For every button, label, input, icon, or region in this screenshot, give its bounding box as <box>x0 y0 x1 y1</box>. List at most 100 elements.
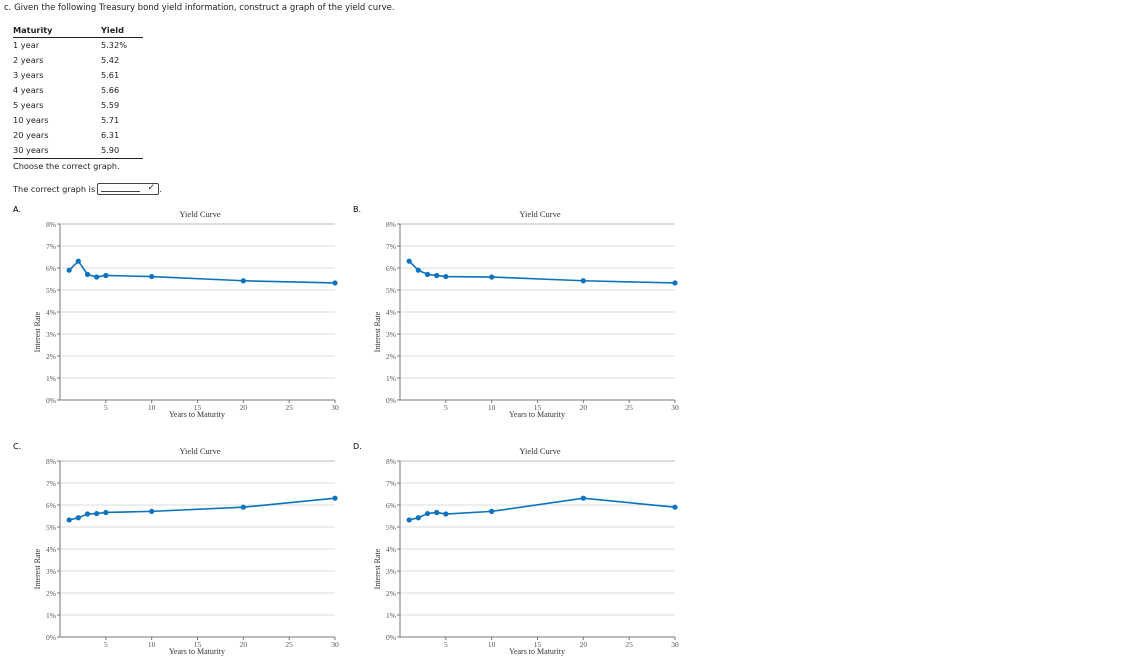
answer-prefix: The correct graph is <box>13 184 96 194</box>
y-tick-label: 5% <box>46 286 56 295</box>
y-tick-label: 8% <box>46 220 56 229</box>
maturity-cell: 20 years <box>13 130 49 140</box>
yield-cell: 6.31 <box>101 130 120 140</box>
table-row: 20 years 6.31 <box>13 128 143 143</box>
y-tick-label: 2% <box>46 352 56 361</box>
x-axis-label: Years to Maturity <box>509 647 565 656</box>
yield-cell: 5.66 <box>101 85 120 95</box>
data-point <box>332 495 338 501</box>
data-point <box>75 258 81 264</box>
y-axis-label: Interest Rate <box>373 548 382 589</box>
data-point <box>406 517 412 523</box>
y-tick-label: 0% <box>46 396 56 405</box>
maturity-cell: 4 years <box>13 85 44 95</box>
x-tick-label: 25 <box>625 640 633 649</box>
chart-title: Yield Curve <box>179 209 221 219</box>
chart-option-a: A. Yield Curve 0% 1% 2% 3% 4% 5% 6% 7% 8% 5 10 15 20 25… <box>0 200 345 422</box>
y-tick-label: 5% <box>386 523 396 532</box>
data-point <box>94 510 100 517</box>
data-point <box>424 271 431 277</box>
data-point <box>84 511 91 517</box>
y-tick-label: 2% <box>46 589 56 598</box>
data-point <box>75 515 81 521</box>
table-row: 4 years 5.66 <box>13 83 143 98</box>
y-tick-label: 1% <box>386 611 396 620</box>
y-tick-label: 3% <box>386 330 396 339</box>
y-tick-label: 4% <box>46 308 56 317</box>
y-tick-label: 7% <box>46 242 56 251</box>
answer-suffix: . <box>159 184 162 194</box>
y-tick-label: 7% <box>386 242 396 251</box>
y-tick-label: 3% <box>46 330 56 339</box>
x-tick-label: 10 <box>148 403 156 412</box>
y-tick-label: 4% <box>386 308 396 317</box>
data-point <box>149 508 155 514</box>
y-tick-label: 0% <box>386 396 396 405</box>
x-axis-label: Years to Maturity <box>169 410 225 419</box>
data-point <box>406 258 412 264</box>
y-axis-label: Interest Rate <box>33 548 42 589</box>
option-label: D. <box>353 442 362 451</box>
maturity-cell: 1 year <box>13 40 40 50</box>
series-line <box>68 497 336 521</box>
data-point <box>66 267 72 273</box>
table-row: 10 years 5.71 <box>13 113 143 128</box>
data-point <box>443 511 449 517</box>
series-line <box>68 259 336 284</box>
data-point <box>489 274 495 280</box>
chevron-down-icon: ✓ <box>147 183 156 193</box>
x-tick-label: 10 <box>488 403 496 412</box>
maturity-cell: 3 years <box>13 70 44 80</box>
table-row: 30 years 5.90 <box>13 143 143 159</box>
data-point <box>434 509 440 516</box>
option-label: A. <box>13 205 21 214</box>
chart-option-d: D. Yield Curve 0% 1% 2% 3% 4% 5% 6% 7% 8% 5 10 15 20 25… <box>340 437 685 659</box>
y-tick-label: 6% <box>46 501 56 510</box>
yield-cell: 5.42 <box>101 55 120 65</box>
header-yield: Yield <box>101 24 143 38</box>
x-tick-label: 5 <box>444 640 448 649</box>
option-label: C. <box>13 442 21 451</box>
question-text: c. Given the following Treasury bond yie… <box>4 3 395 13</box>
data-point <box>66 517 72 523</box>
x-tick-label: 10 <box>148 640 156 649</box>
y-tick-label: 7% <box>46 479 56 488</box>
table-row: 5 years 5.59 <box>13 98 143 113</box>
x-axis-label: Years to Maturity <box>509 410 565 419</box>
x-tick-label: 25 <box>285 640 293 649</box>
y-tick-label: 8% <box>386 220 396 229</box>
x-tick-label: 20 <box>580 403 588 412</box>
data-point <box>240 278 246 284</box>
data-point <box>580 495 586 501</box>
data-point <box>103 509 109 516</box>
chart-a-svg: A. Yield Curve 0% 1% 2% 3% 4% 5% 6% 7% 8% 5 10 15 20 25… <box>13 205 339 419</box>
maturity-cell: 30 years <box>13 143 101 159</box>
maturity-cell: 2 years <box>13 55 44 65</box>
select-value <box>101 191 141 192</box>
data-point <box>240 504 246 510</box>
y-tick-label: 3% <box>46 567 56 576</box>
graph-select-dropdown[interactable]: ✓ <box>97 183 160 195</box>
y-tick-label: 0% <box>46 633 56 642</box>
data-point <box>332 280 338 286</box>
x-tick-label: 5 <box>104 640 108 649</box>
y-tick-label: 7% <box>386 479 396 488</box>
header-maturity: Maturity <box>13 24 101 38</box>
yield-cell: 5.32% <box>101 40 128 50</box>
data-point <box>103 272 109 279</box>
series-line <box>408 260 676 284</box>
y-tick-label: 3% <box>386 567 396 576</box>
y-tick-label: 8% <box>386 457 396 466</box>
x-tick-label: 30 <box>671 403 679 412</box>
x-tick-label: 20 <box>240 640 248 649</box>
y-tick-label: 1% <box>386 374 396 383</box>
y-tick-label: 4% <box>46 545 56 554</box>
yield-table: Maturity Yield 1 year 5.32% 2 years 5.42 3 y… <box>13 24 143 159</box>
y-tick-label: 2% <box>386 352 396 361</box>
maturity-cell: 10 years <box>13 115 49 125</box>
y-tick-label: 4% <box>386 545 396 554</box>
yield-cell: 5.59 <box>101 100 120 110</box>
x-tick-label: 15 <box>194 403 202 412</box>
x-tick-label: 5 <box>104 403 108 412</box>
data-point <box>489 508 495 514</box>
